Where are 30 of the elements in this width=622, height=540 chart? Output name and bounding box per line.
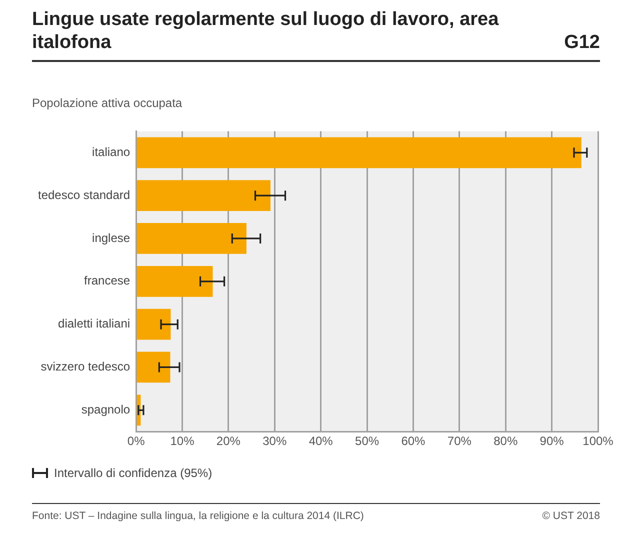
- bar: [136, 137, 582, 168]
- text: G12: [564, 32, 600, 54]
- y-tick-label: svizzero tedesco: [40, 360, 130, 374]
- x-tick-label: 30%: [262, 434, 287, 448]
- x-tick-label: 50%: [355, 434, 380, 448]
- text: Intervallo di confidenza (95%): [54, 466, 212, 480]
- x-tick-label: 90%: [540, 434, 564, 448]
- bar: [136, 352, 170, 383]
- bar: [136, 308, 171, 340]
- bar: [136, 223, 246, 254]
- x-tick-label: 80%: [494, 434, 518, 448]
- x-tick-label: 100%: [582, 434, 614, 448]
- x-tick-label: 70%: [447, 434, 472, 448]
- x-tick-label: 20%: [216, 434, 241, 448]
- chart-subtitle: Popolazione attiva occupata: [32, 96, 182, 110]
- x-tick-label: 60%: [401, 434, 426, 448]
- y-tick-label: spagnolo: [81, 402, 130, 416]
- x-tick-label: 40%: [308, 434, 334, 448]
- y-tick-label: tedesco standard: [38, 188, 130, 202]
- x-tick-label: 0%: [127, 434, 146, 448]
- chart-title: Lingue usate regolarmente sul luogo di lavoro, area italofona: [32, 8, 500, 54]
- source-note: Fonte: UST – Indagine sulla lingua, la religione e la cultura 2014 (ILRC): [32, 510, 364, 522]
- text: © UST 2018: [542, 510, 600, 522]
- x-tick-label: 10%: [170, 434, 195, 448]
- y-tick-label: inglese: [92, 230, 130, 245]
- bar: [136, 266, 213, 297]
- y-tick-label: dialetti italiani: [58, 316, 130, 331]
- y-tick-label: francese: [84, 274, 130, 288]
- y-tick-label: italiano: [92, 144, 130, 159]
- bar: [136, 180, 270, 212]
